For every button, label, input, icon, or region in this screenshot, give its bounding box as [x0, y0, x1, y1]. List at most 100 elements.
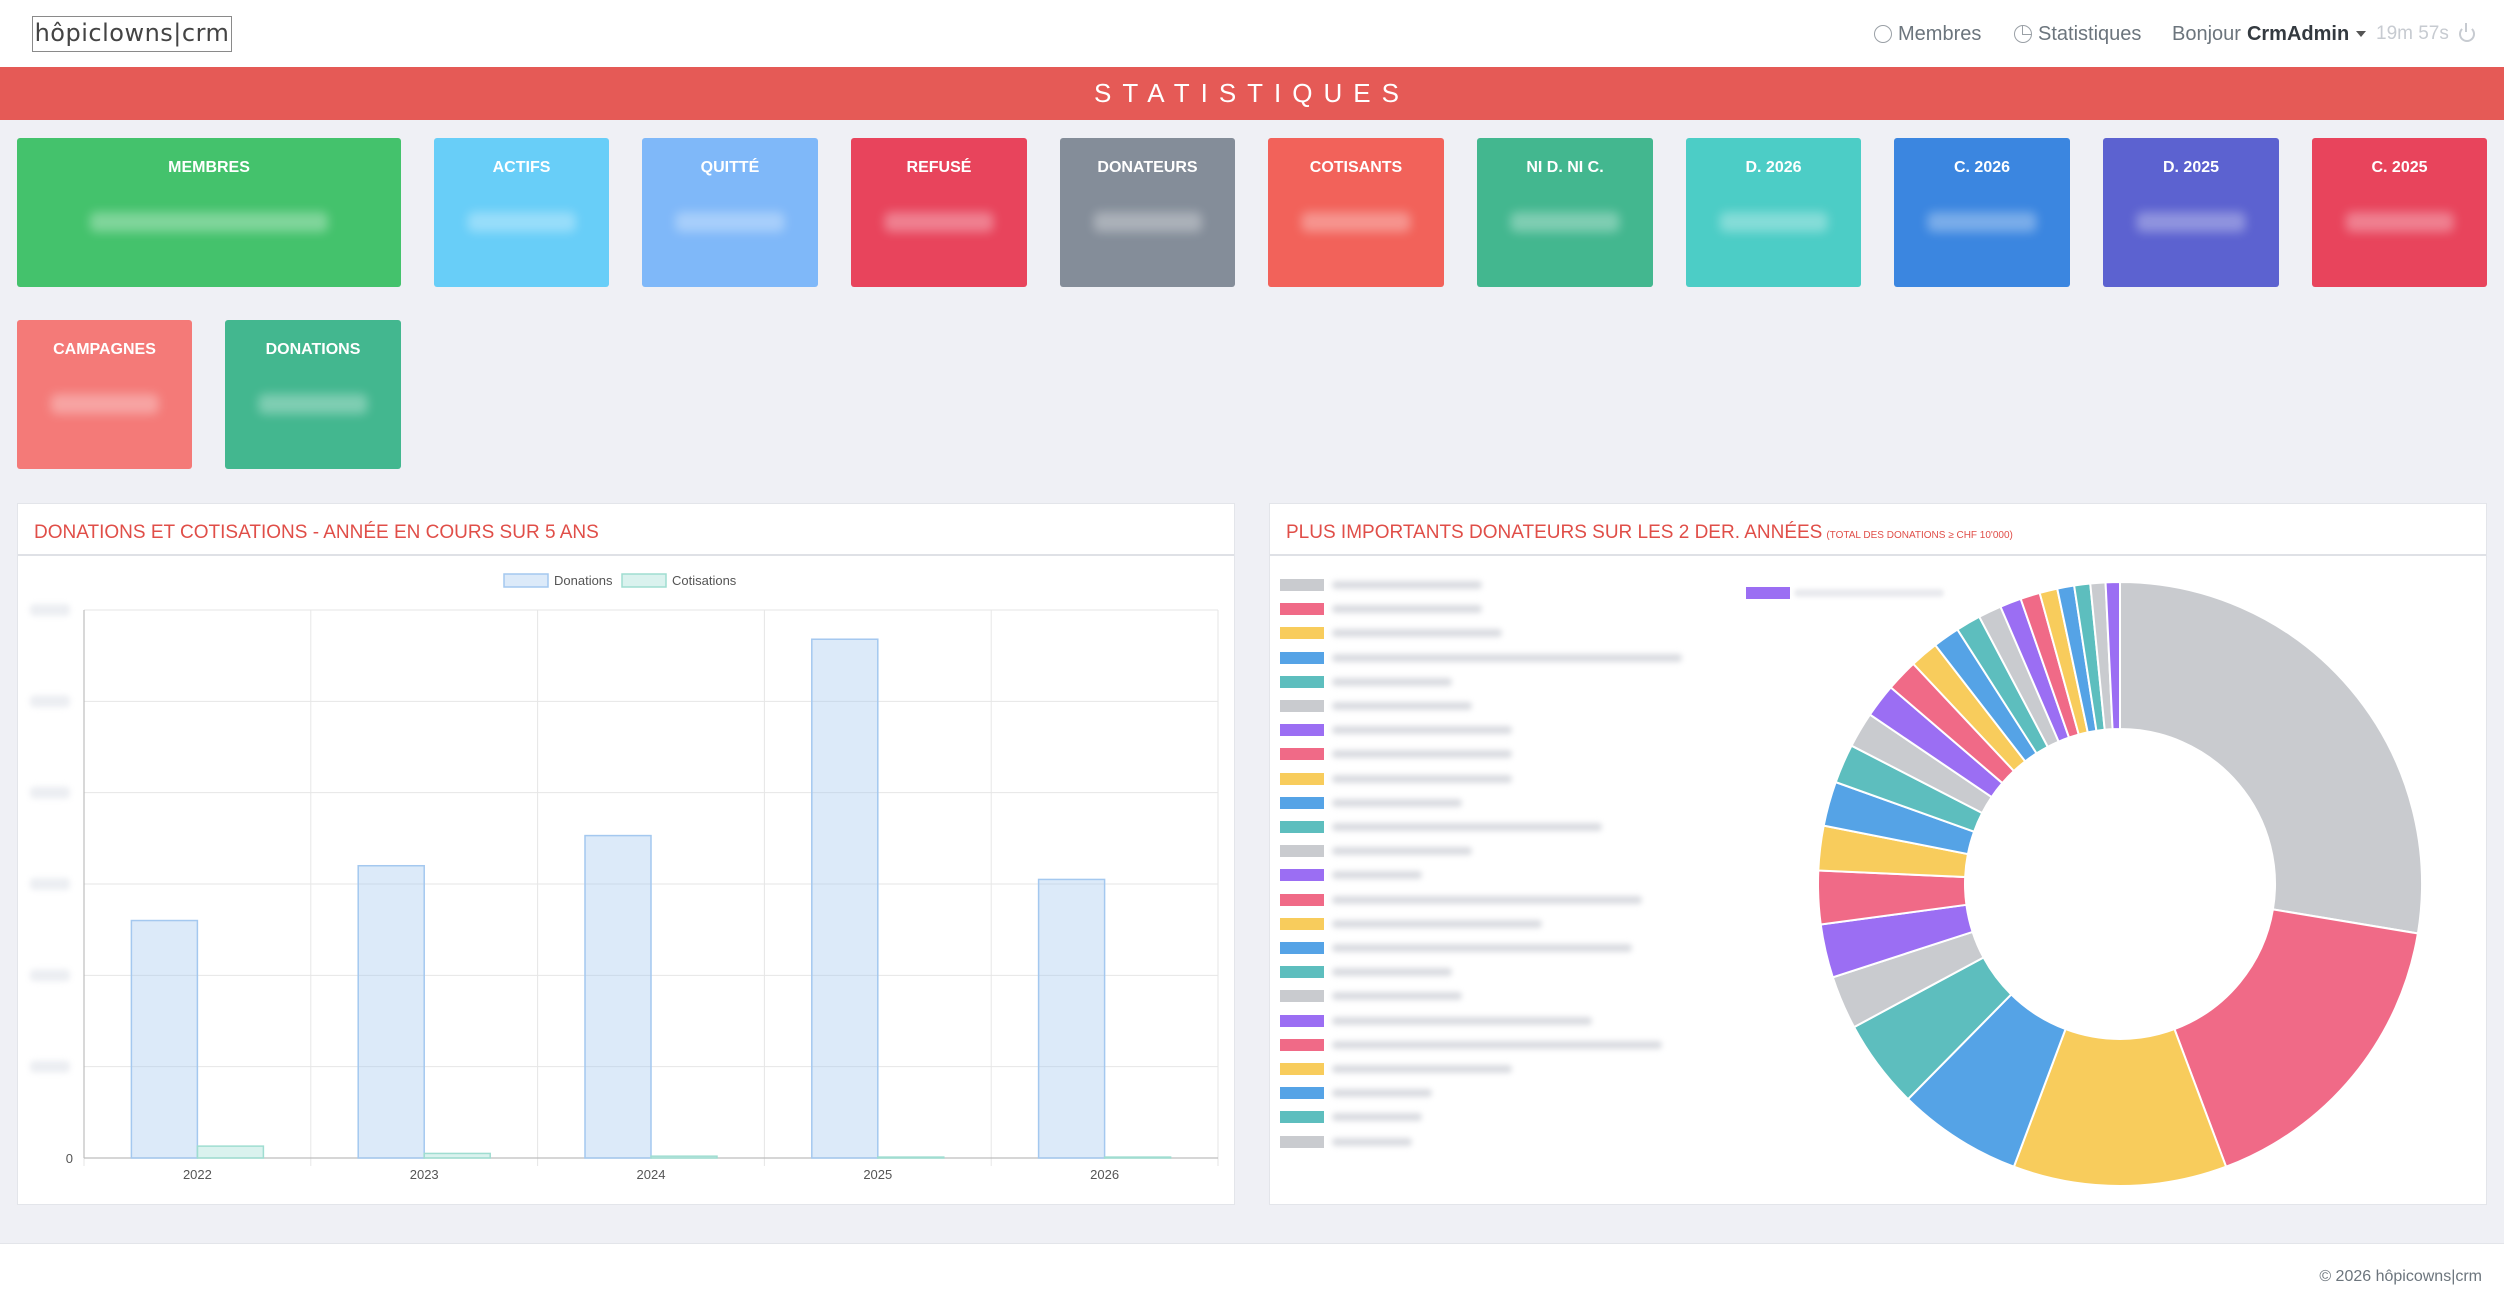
legend-item[interactable] — [1280, 578, 1780, 592]
stat-card-label: C. 2026 — [1953, 159, 2011, 176]
bar-chart: Donations Cotisations 0 2022 2023 2024 2025 20… — [30, 573, 1219, 1182]
stat-card-quitte[interactable]: QUITTÉ — [642, 138, 818, 287]
stat-card-c-2026[interactable]: C. 2026 — [1894, 138, 2070, 287]
legend-item[interactable] — [1280, 602, 1780, 616]
x-tick-label: 2023 — [410, 1167, 439, 1182]
footer-text: © 2026 hôpicowns|crm — [2319, 1268, 2482, 1285]
stat-card-ni-d-ni-c[interactable]: NI D. NI C. — [1477, 138, 1653, 287]
stat-card-actifs[interactable]: ACTIFS — [434, 138, 609, 287]
stat-card-label: DONATEURS — [1097, 159, 1198, 176]
y-tick-label-placeholder — [30, 786, 70, 799]
legend-item[interactable] — [1280, 941, 1780, 955]
stat-card-label: D. 2026 — [1745, 159, 1802, 176]
legend-label-placeholder — [1332, 823, 1602, 831]
panel-title: PLUS IMPORTANTS DONATEURS SUR LES 2 DER.… — [1286, 522, 2013, 544]
legend-item[interactable] — [1280, 1110, 1780, 1124]
legend-swatch — [1280, 1038, 1324, 1051]
y-tick-label-placeholder — [30, 878, 70, 890]
panel-divider — [18, 554, 1234, 556]
panel-divider — [1270, 554, 2486, 556]
stat-card-d-2025[interactable]: D. 2025 — [2103, 138, 2279, 287]
legend-item[interactable] — [1280, 1135, 1780, 1149]
legend-item[interactable] — [1280, 796, 1780, 810]
stat-card-membres[interactable]: MEMBRES — [17, 138, 401, 287]
stat-card-cotisants[interactable]: COTISANTS — [1268, 138, 1444, 287]
legend-item[interactable] — [1280, 1086, 1780, 1100]
stat-card-refuse[interactable]: REFUSÉ — [851, 138, 1027, 287]
bar-donations — [1037, 878, 1106, 1159]
legend-label: Cotisations — [672, 573, 737, 588]
legend-item[interactable] — [1280, 626, 1780, 640]
legend-label-placeholder — [1332, 1065, 1512, 1073]
chart-bars — [130, 638, 1172, 1159]
panel-title-text: PLUS IMPORTANTS DONATEURS SUR LES 2 DER.… — [1286, 522, 1823, 543]
power-icon[interactable] — [2458, 23, 2475, 42]
legend-swatch — [1280, 869, 1324, 882]
legend-item[interactable] — [1280, 1014, 1780, 1028]
nav-members-label: Membres — [1898, 22, 1982, 45]
legend-item[interactable] — [1280, 989, 1780, 1003]
legend-label-placeholder — [1332, 968, 1452, 977]
nav-link-members[interactable]: Membres — [1874, 20, 1981, 48]
legend-label-placeholder — [1332, 1113, 1422, 1122]
legend-item[interactable] — [1280, 651, 1780, 665]
stat-card-value — [884, 212, 994, 232]
legend-label-placeholder — [1332, 992, 1462, 1001]
stat-card-label: D. 2025 — [2162, 159, 2220, 176]
legend-swatch — [1280, 603, 1324, 616]
legend-item[interactable] — [1280, 965, 1780, 979]
legend-label-placeholder — [1332, 798, 1462, 807]
legend-label-placeholder — [1332, 871, 1422, 880]
legend-label-placeholder — [1332, 944, 1632, 952]
legend-item[interactable] — [1280, 917, 1780, 931]
legend-item[interactable] — [1280, 1062, 1780, 1076]
stat-card-c-2025[interactable]: C. 2025 — [2312, 138, 2487, 287]
stat-card-d-2026[interactable]: D. 2026 — [1686, 138, 1861, 287]
stat-card-label: ACTIFS — [492, 159, 551, 176]
legend-item[interactable] — [1280, 699, 1780, 713]
stat-card-label: CAMPAGNES — [53, 341, 156, 358]
legend-item[interactable] — [1280, 1038, 1780, 1052]
legend-item[interactable] — [1280, 868, 1780, 882]
legend-item[interactable] — [1280, 844, 1780, 858]
legend-label-placeholder — [1332, 581, 1482, 589]
legend-item[interactable] — [1280, 723, 1780, 737]
stat-card-value — [258, 394, 368, 414]
legend-label-placeholder — [1332, 702, 1472, 710]
top-donors-panel: PLUS IMPORTANTS DONATEURS SUR LES 2 DER.… — [1269, 503, 2487, 1205]
legend-item[interactable] — [1280, 675, 1780, 689]
chart-ticks: 0 2022 2023 2024 2025 2026 — [66, 1151, 1119, 1182]
y-tick-label-placeholder — [30, 969, 70, 982]
legend-label-placeholder — [1332, 1089, 1432, 1098]
y-tick-label-placeholder — [30, 695, 70, 708]
legend-swatch — [1280, 651, 1324, 664]
legend-item[interactable] — [1280, 747, 1780, 761]
stat-card-value — [1719, 212, 1828, 232]
legend-item[interactable] — [1280, 893, 1780, 907]
legend-label-placeholder — [1332, 774, 1512, 783]
legend-swatch — [503, 573, 549, 588]
legend-swatch — [1280, 627, 1324, 640]
x-tick-label: 2026 — [1090, 1167, 1119, 1182]
stat-card-donateurs[interactable]: DONATEURS — [1060, 138, 1235, 287]
legend-item[interactable] — [1280, 772, 1780, 786]
legend-item[interactable] — [1280, 820, 1780, 834]
user-menu-dropdown[interactable]: Bonjour CrmAdmin — [2172, 20, 2367, 48]
legend-swatch — [1280, 990, 1324, 1003]
legend-label-placeholder — [1332, 1016, 1592, 1025]
nav-link-statistics[interactable]: Statistiques — [2014, 20, 2141, 48]
stat-card-label: QUITTÉ — [700, 159, 760, 176]
donations-cotisations-panel: DONATIONS ET COTISATIONS - ANNÉE EN COUR… — [17, 503, 1235, 1205]
legend-overflow-bar — [1794, 589, 1944, 597]
stat-card-donations[interactable]: DONATIONS — [225, 320, 401, 469]
donut-slice — [2119, 580, 2423, 935]
legend-label-placeholder — [1332, 1040, 1662, 1049]
bar-donations — [357, 864, 425, 1159]
legend-swatch — [1280, 1014, 1324, 1027]
app-logo[interactable]: hôpiclowns|crm — [32, 16, 232, 52]
stat-card-value — [2345, 212, 2454, 232]
stat-card-value — [50, 394, 159, 414]
legend-swatch — [1280, 845, 1324, 858]
stat-card-value — [89, 212, 329, 232]
stat-card-campagnes[interactable]: CAMPAGNES — [17, 320, 192, 469]
